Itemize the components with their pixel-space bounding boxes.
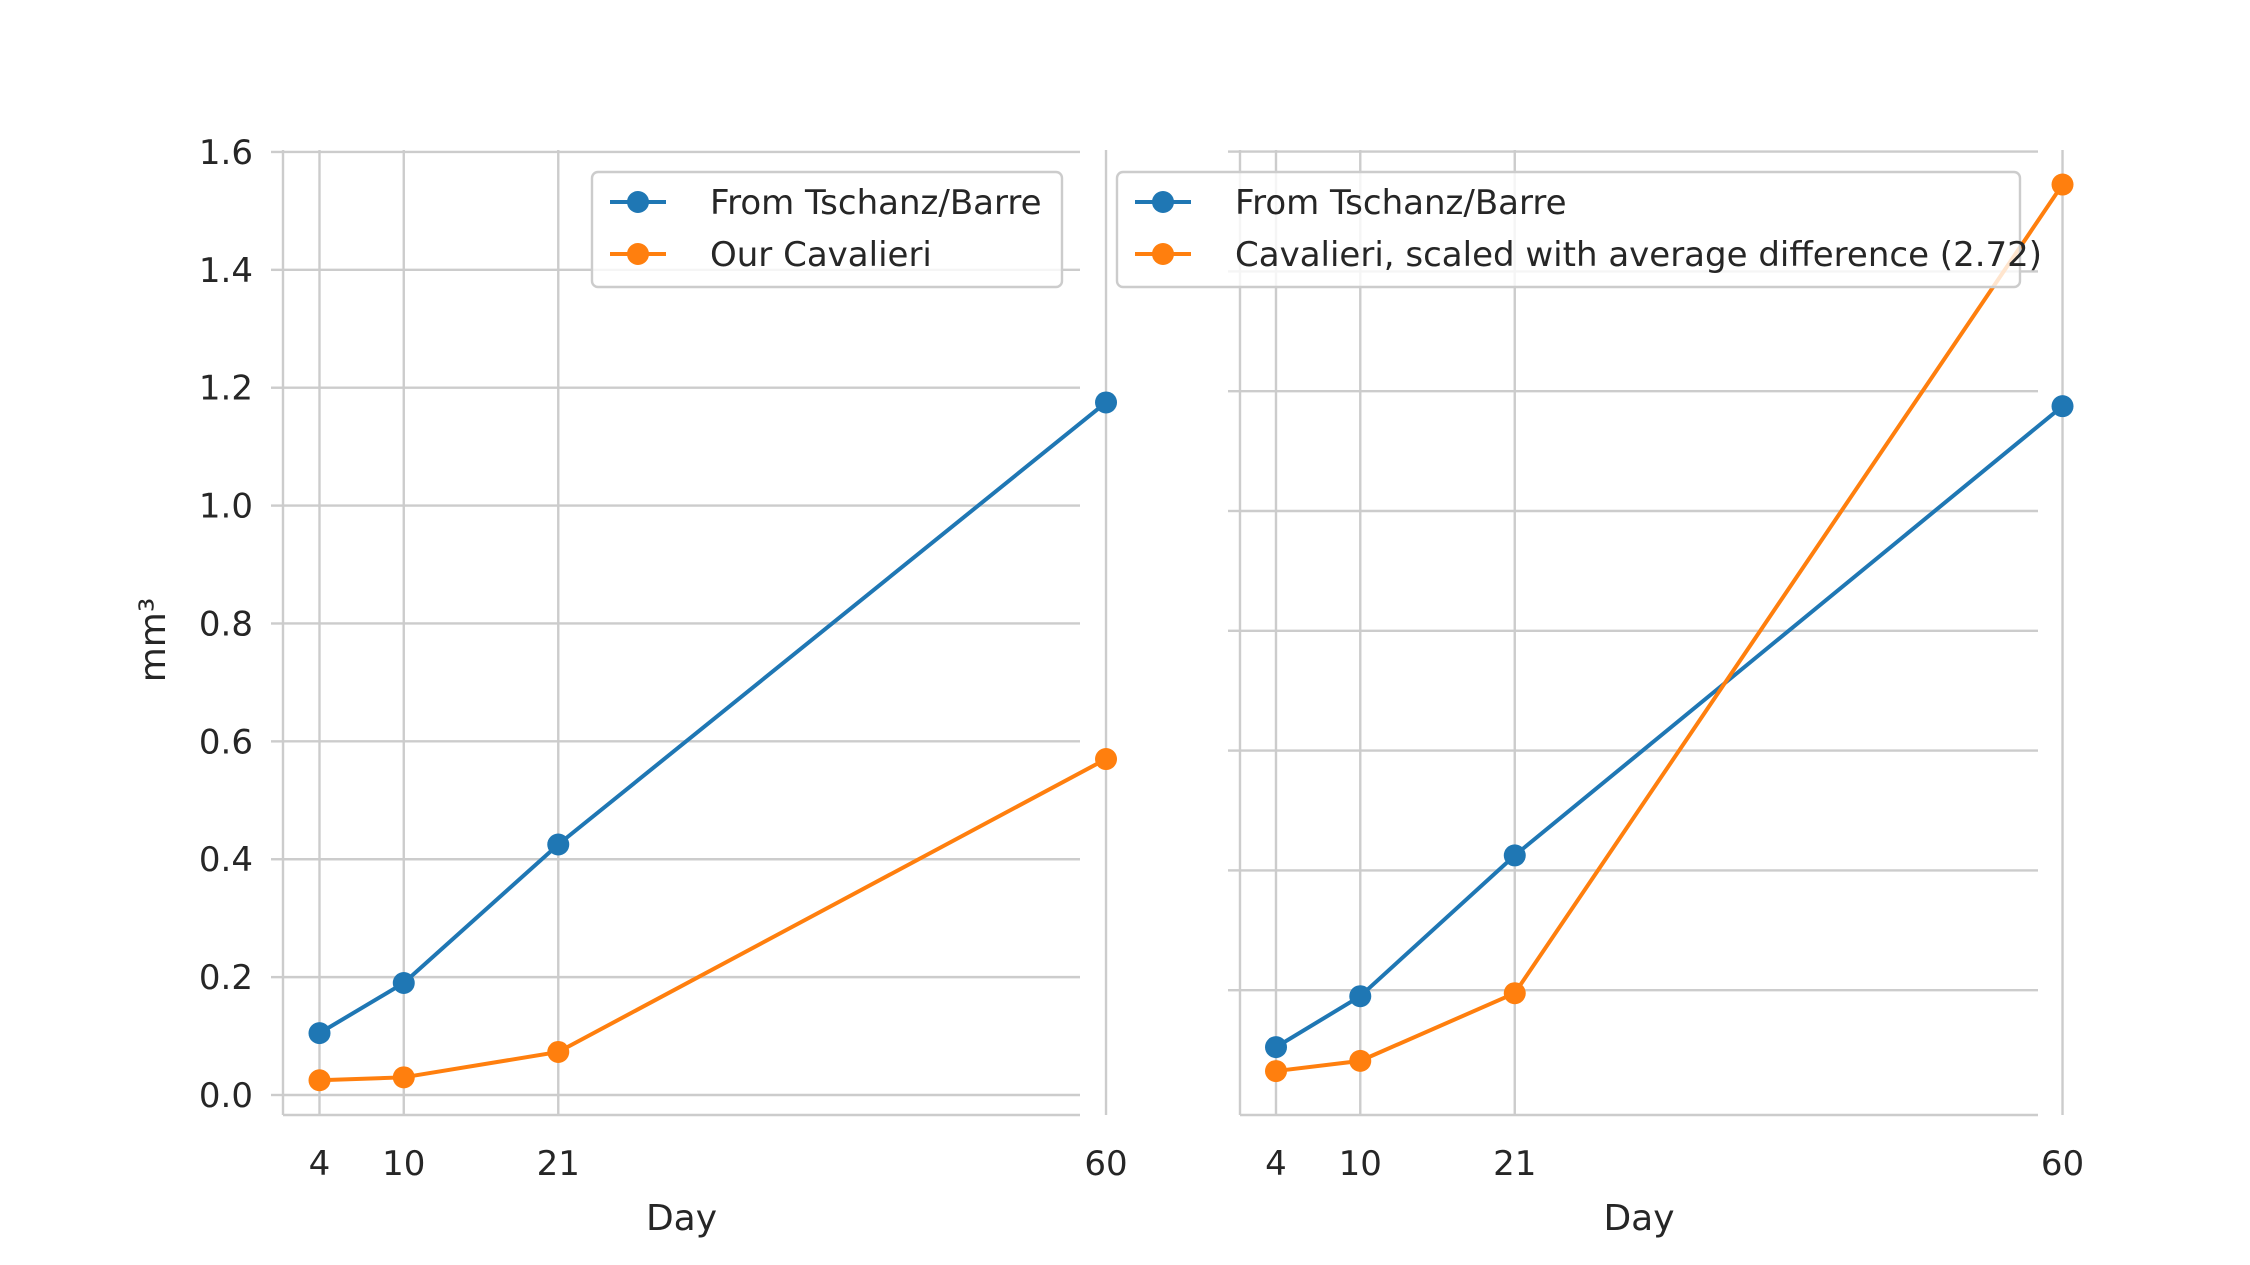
- x-axis-label: Day: [646, 1198, 717, 1239]
- legend-box: [590, 170, 1064, 289]
- data-point: [547, 1040, 570, 1063]
- legend-box: [1115, 170, 2022, 289]
- x-tick-label: 60: [1084, 1144, 1127, 1184]
- data-point: [1265, 1060, 1287, 1083]
- legend-marker: [1152, 243, 1174, 265]
- data-point: [1095, 391, 1118, 414]
- series-line: [1275, 183, 2065, 1074]
- legend-label: Our Cavalieri: [710, 235, 932, 275]
- x-tick-label: 4: [1265, 1144, 1287, 1184]
- right-plot: 4 10 21 60 Day From Tschanz/Barre Cavalieri, s…: [1115, 150, 2084, 1239]
- data-point: [2051, 173, 2074, 196]
- data-point: [392, 972, 415, 995]
- x-tick-label: 21: [1493, 1144, 1536, 1184]
- legend-marker: [1152, 191, 1174, 213]
- y-tick-label: 0.0: [199, 1076, 253, 1116]
- legend-label: Cavalieri, scaled with average differenc…: [1235, 235, 2042, 275]
- x-tick-label: 4: [309, 1144, 331, 1184]
- y-tick-label: 0.2: [199, 958, 253, 998]
- left-plot: 0.0 0.2 0.4 0.6 0.8 1.0 1.2 1.4 1.6 4 10 21 60 Day mm³…: [133, 133, 1128, 1239]
- data-point: [1503, 844, 1526, 867]
- y-tick-label: 1.2: [199, 369, 253, 409]
- x-tick-label: 60: [2041, 1144, 2084, 1184]
- data-point: [1265, 1036, 1287, 1059]
- y-tick-label: 0.4: [199, 840, 253, 880]
- x-tick-label: 21: [537, 1144, 580, 1184]
- legend-marker: [627, 191, 649, 213]
- data-point: [1503, 982, 1526, 1005]
- y-tick-label: 1.6: [199, 133, 253, 173]
- data-point: [1095, 748, 1118, 771]
- series-line: [1274, 404, 2064, 1049]
- x-tick-label: 10: [1339, 1144, 1382, 1184]
- legend-label: From Tschanz/Barre: [710, 183, 1042, 223]
- data-point: [1349, 1049, 1372, 1072]
- y-tick-label: 0.6: [199, 722, 253, 762]
- x-tick-label: 10: [382, 1144, 425, 1184]
- legend-marker: [627, 243, 649, 265]
- data-point: [308, 1022, 331, 1045]
- data-point: [547, 833, 570, 856]
- series-line: [319, 757, 1107, 1083]
- data-point: [308, 1069, 331, 1092]
- data-point: [1349, 985, 1372, 1008]
- y-axis-label: mm³: [133, 598, 174, 683]
- y-tick-label: 1.0: [199, 487, 253, 527]
- data-point: [392, 1066, 415, 1089]
- legend-label: From Tschanz/Barre: [1235, 183, 1567, 223]
- data-point: [2051, 395, 2074, 418]
- y-tick-label: 1.4: [199, 251, 253, 291]
- series-line: [318, 400, 1108, 1035]
- y-tick-label: 0.8: [199, 604, 253, 644]
- x-axis-label: Day: [1603, 1198, 1674, 1239]
